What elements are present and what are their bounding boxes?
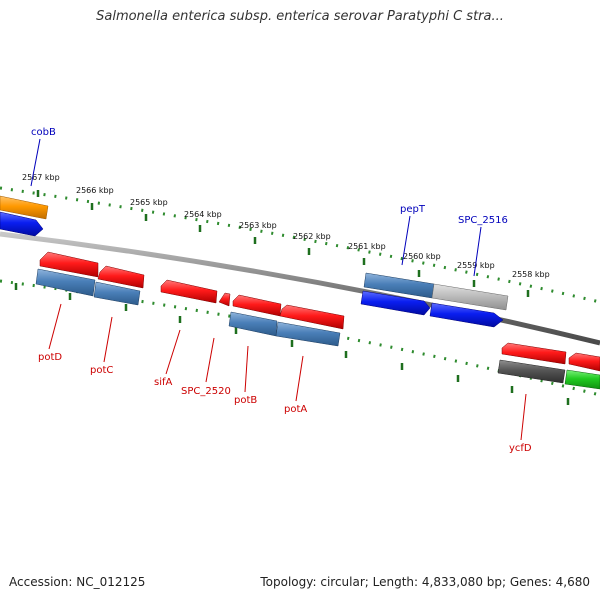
feature-green — [564, 369, 600, 390]
kbp-label: 2563 kbp — [239, 221, 277, 230]
kbp-label: 2561 kbp — [348, 242, 386, 251]
gene-label-cobB: cobB — [31, 127, 56, 138]
kbp-label: 2558 kbp — [512, 270, 550, 279]
feature-SPC_2516 — [429, 302, 504, 328]
accession-label: Accession: NC_012125 — [9, 575, 146, 589]
map-title: Salmonella enterica subsp. enterica sero… — [96, 9, 504, 24]
kbp-label: 2566 kbp — [76, 186, 114, 195]
gene-label-ycfD: ycfD — [509, 443, 532, 454]
leader-line — [48, 303, 62, 350]
leader-line — [295, 355, 304, 402]
kbp-label: 2565 kbp — [130, 198, 168, 207]
leader-line — [103, 316, 113, 363]
feature-darkgray — [497, 359, 566, 384]
feature-SPC_2520 — [218, 292, 231, 307]
leader-lines — [30, 138, 527, 441]
gene-label-potC: potC — [90, 365, 113, 376]
feature-sifA — [160, 279, 218, 304]
feature-blue-arrow — [360, 290, 431, 316]
feature-potA — [279, 304, 345, 330]
leader-line — [165, 329, 181, 375]
kbp-label: 2562 kbp — [293, 232, 331, 241]
gene-label-pepT: pepT — [400, 204, 426, 215]
feature-potC-steel — [93, 281, 141, 306]
leader-line — [520, 393, 527, 441]
gene-label-potA: potA — [284, 404, 307, 415]
leader-line — [205, 337, 215, 383]
forward-features — [0, 195, 600, 390]
feature-potD — [39, 251, 99, 278]
feature-ycfD — [501, 342, 567, 365]
leader-line — [401, 215, 411, 266]
feature-blue-arrow — [0, 211, 44, 237]
inner-ticks — [14, 283, 570, 405]
gene-label-sifA: sifA — [154, 377, 173, 388]
kbp-label: 2560 kbp — [403, 252, 441, 261]
feature-orange — [0, 195, 49, 220]
feature-potC — [97, 265, 145, 289]
kbp-label: 2564 kbp — [184, 210, 222, 219]
gene-label-potB: potB — [234, 395, 257, 406]
leader-line — [473, 226, 482, 277]
leader-line — [244, 345, 249, 393]
feature-gray — [431, 283, 509, 311]
feature-red-right — [568, 352, 600, 372]
gene-label-SPC_2516: SPC_2516 — [458, 215, 508, 226]
feature-potD-steel — [35, 268, 96, 297]
genome-backbone — [0, 231, 600, 346]
genome-summary: Topology: circular; Length: 4,833,080 bp… — [260, 575, 590, 589]
leader-line — [30, 138, 41, 187]
feature-potB — [232, 294, 282, 317]
kbp-label: 2567 kbp — [22, 173, 60, 182]
gene-label-SPC_2520: SPC_2520 — [181, 386, 231, 397]
kbp-ticks — [36, 190, 530, 297]
feature-potA-steel — [275, 321, 341, 347]
gene-label-potD: potD — [38, 352, 62, 363]
